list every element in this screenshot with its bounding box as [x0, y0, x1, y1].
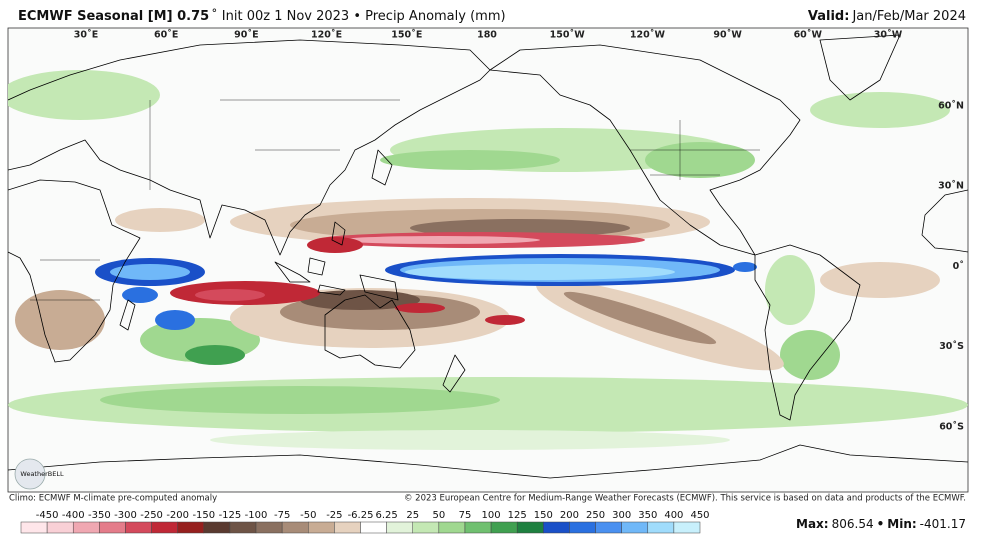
subtitle: ˚ Init 00z 1 Nov 2023 • Precip Anomaly (… — [211, 8, 505, 24]
colorbar-swatch — [621, 521, 649, 534]
colorbar-label: -25 — [326, 510, 342, 521]
lat-label: 30˚N — [938, 181, 964, 192]
colorbar-label: -150 — [192, 510, 215, 521]
colorbar-label: 100 — [482, 510, 501, 521]
climo-note: Climo: ECMWF M-climate pre-computed anom… — [9, 494, 217, 504]
colorbar-swatch — [360, 521, 387, 534]
lon-label: 120˚E — [311, 30, 342, 41]
colorbar-swatch — [308, 521, 335, 534]
colorbar-swatch — [673, 521, 701, 534]
stats: Max: 806.54 • Min: -401.17 — [796, 517, 966, 531]
colorbar-swatch — [203, 521, 231, 534]
colorbar-swatch — [99, 521, 126, 534]
colorbar-label: 50 — [432, 510, 445, 521]
colorbar-swatch — [412, 521, 440, 534]
colorbar-label: 450 — [690, 510, 709, 521]
title-line: ECMWF Seasonal [M] 0.75 ˚ Init 00z 1 Nov … — [18, 8, 506, 24]
valid-value: Jan/Feb/Mar 2024 — [851, 9, 966, 24]
colorbar-label: -6.25 — [348, 510, 374, 521]
colorbar-swatch — [595, 521, 622, 534]
min-label: Min: — [887, 517, 916, 531]
colorbar-label: 75 — [459, 510, 472, 521]
lon-label: 120˚W — [630, 30, 666, 41]
lon-label: 30˚W — [874, 30, 903, 41]
copyright: © 2023 European Centre for Medium-Range … — [404, 494, 966, 504]
colorbar-label: 25 — [406, 510, 419, 521]
lat-label: 60˚S — [939, 421, 964, 432]
colorbar-swatch — [46, 521, 74, 534]
valid-label: Valid: — [808, 9, 850, 24]
max-value: 806.54 — [832, 517, 874, 531]
colorbar-swatch — [151, 521, 178, 534]
colorbar-swatch — [281, 521, 309, 534]
title: ECMWF Seasonal [M] 0.75 — [18, 9, 209, 24]
colorbar-label: -50 — [300, 510, 316, 521]
colorbar-swatch — [647, 521, 675, 534]
colorbar-swatch — [20, 521, 48, 534]
colorbar-swatch — [438, 521, 466, 534]
lon-label: 90˚E — [234, 30, 258, 41]
colorbar-label: -125 — [219, 510, 242, 521]
colorbar-label: -350 — [88, 510, 111, 521]
colorbar-swatch — [464, 521, 492, 534]
lat-label: 60˚N — [938, 101, 964, 112]
logo: WeatherBELL — [20, 470, 64, 478]
colorbar-label: -450 — [36, 510, 59, 521]
lon-label: 180 — [477, 30, 497, 41]
map: WeatherBELL — [7, 27, 969, 493]
colorbar-label: 250 — [586, 510, 605, 521]
colorbar-label: -400 — [62, 510, 85, 521]
colorbar-swatch — [229, 521, 257, 534]
separator: • — [877, 517, 885, 531]
colorbar-label: -300 — [114, 510, 137, 521]
colorbar-label: 200 — [560, 510, 579, 521]
colorbar-swatch — [490, 521, 518, 534]
colorbar-swatch — [255, 521, 283, 534]
colorbar-label: -250 — [140, 510, 163, 521]
lon-label: 60˚W — [794, 30, 823, 41]
colorbar-label: 300 — [612, 510, 631, 521]
colorbar-swatch — [543, 521, 570, 534]
valid-line: Valid: Jan/Feb/Mar 2024 — [808, 9, 966, 24]
colorbar-swatch — [569, 521, 596, 534]
colorbar-label: 125 — [508, 510, 527, 521]
lon-label: 150˚W — [550, 30, 586, 41]
colorbar-swatch — [334, 521, 361, 534]
colorbar-swatch — [177, 521, 205, 534]
colorbar-swatch — [386, 521, 413, 534]
lon-label: 60˚E — [154, 30, 178, 41]
lon-label: 150˚E — [391, 30, 422, 41]
max-label: Max: — [796, 517, 829, 531]
colorbar-swatch — [125, 521, 152, 534]
colorbar-label: 400 — [664, 510, 683, 521]
anomaly-field — [8, 70, 968, 450]
colorbar-label: 6.25 — [375, 510, 397, 521]
colorbar-label: 150 — [534, 510, 553, 521]
colorbar-label: -75 — [274, 510, 290, 521]
colorbar-swatch — [516, 521, 544, 534]
coastlines — [8, 34, 968, 479]
logo-circle — [14, 458, 46, 490]
lat-label: 30˚S — [939, 341, 964, 352]
lon-label: 90˚W — [713, 30, 742, 41]
colorbar-swatch — [72, 521, 100, 534]
colorbar-label: -200 — [166, 510, 189, 521]
colorbar-label: -100 — [245, 510, 268, 521]
lat-label: 0˚ — [953, 261, 964, 272]
min-value: -401.17 — [920, 517, 966, 531]
colorbar-label: 350 — [638, 510, 657, 521]
lon-label: 30˚E — [74, 30, 98, 41]
